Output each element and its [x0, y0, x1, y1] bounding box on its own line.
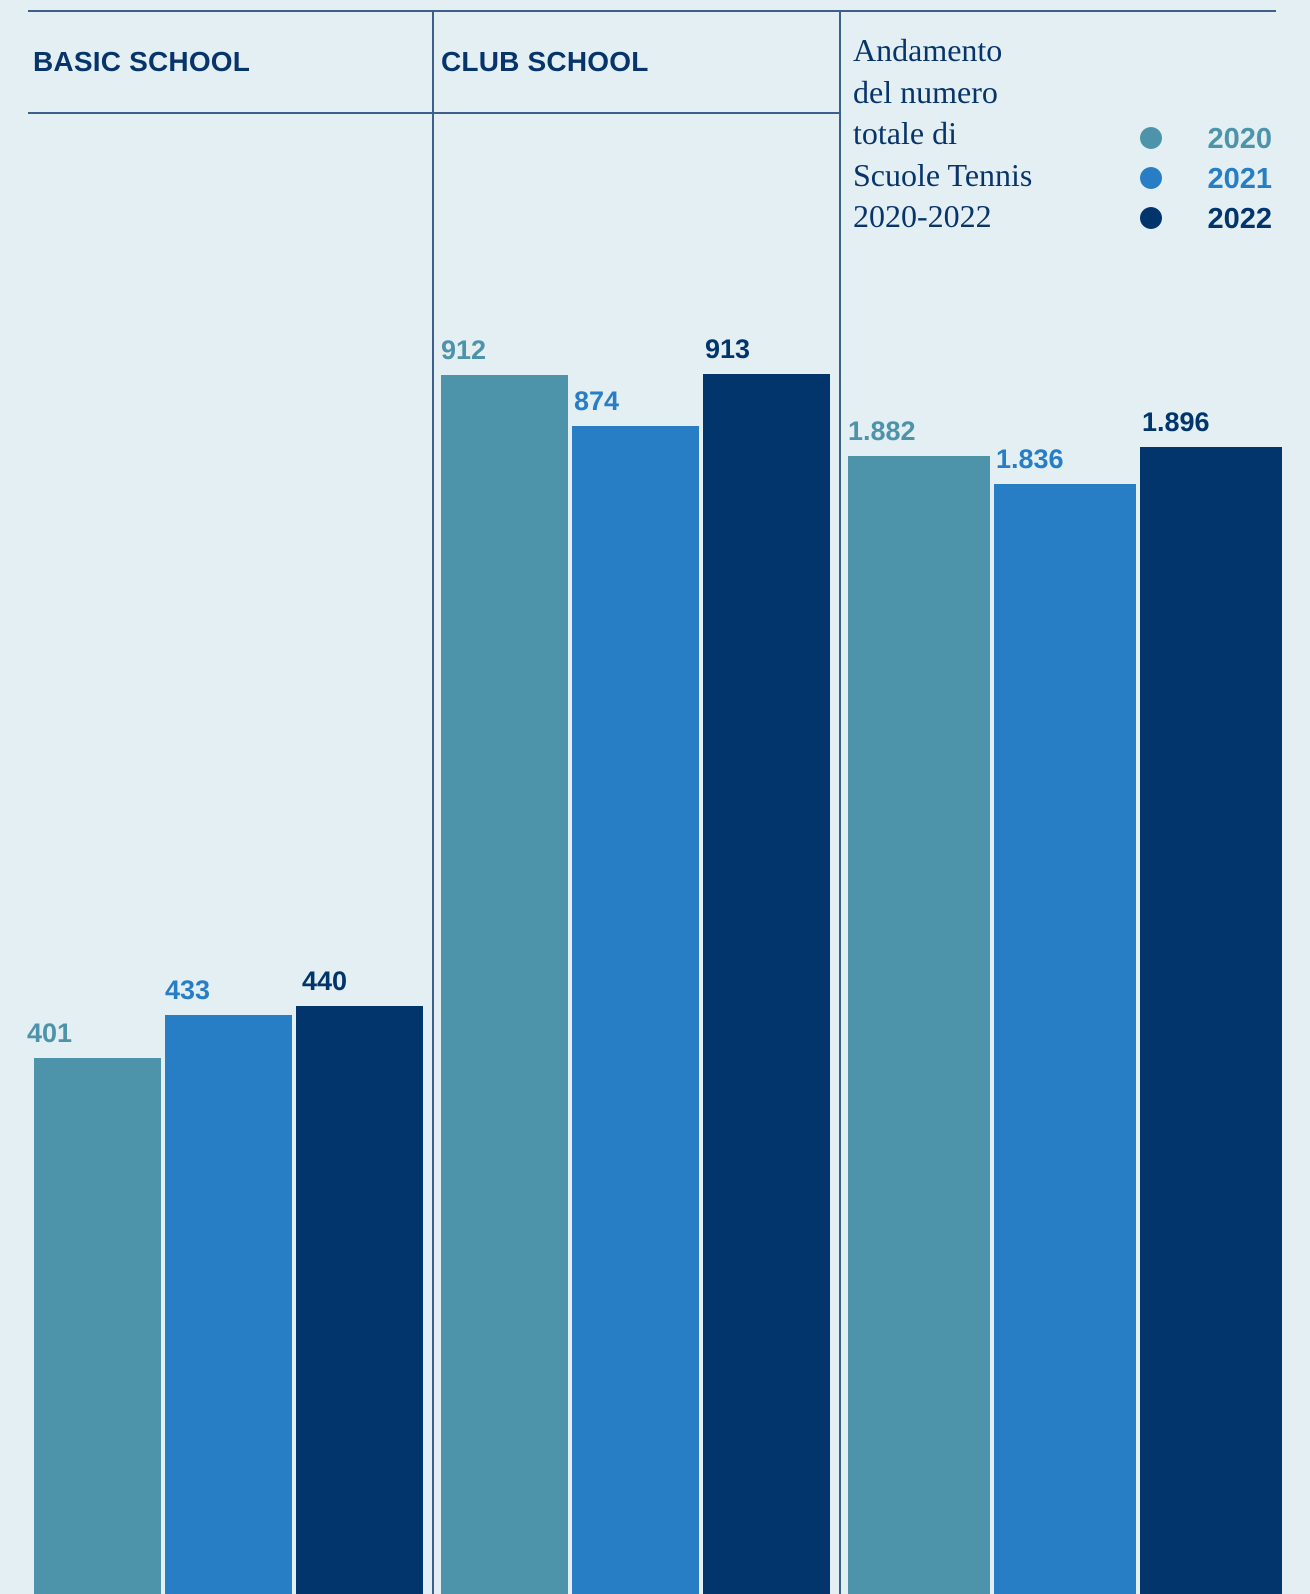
total-title: Andamento del numero totale di Scuole Te… [853, 30, 1083, 238]
data-label-2020: 1.882 [848, 415, 916, 446]
total-title-line: totale di [853, 115, 957, 151]
legend-label: 2021 [1207, 163, 1272, 195]
data-label-2020: 401 [27, 1017, 73, 1048]
legend-label: 2022 [1207, 203, 1272, 235]
basic-school-title: BASIC SCHOOL [33, 46, 251, 77]
bar-2020 [34, 1057, 161, 1594]
legend-item-2021: 2021 [1112, 160, 1272, 200]
bar-2020 [441, 374, 568, 1594]
divider-basic-club [432, 10, 434, 1594]
divider-club-total [839, 10, 841, 1594]
bar-2021 [994, 483, 1136, 1594]
legend-item-2020: 2020 [1112, 120, 1272, 160]
top-rule [28, 10, 1276, 12]
bar-2022 [296, 1005, 423, 1594]
legend-dot-icon [1140, 127, 1162, 149]
data-label-2021: 1.836 [996, 443, 1064, 474]
legend-dot-icon [1140, 167, 1162, 189]
data-label-2021: 433 [165, 975, 211, 1006]
data-label-2022: 1.896 [1142, 407, 1210, 438]
bar-2021 [572, 425, 699, 1594]
legend-item-2022: 2022 [1112, 200, 1272, 240]
total-title-line: Scuole Tennis [853, 156, 1033, 193]
total-title-line: Andamento [853, 32, 1003, 68]
legend: 2020 2021 2022 [1112, 120, 1272, 240]
legend-dot-icon [1140, 207, 1162, 229]
data-label-2022: 440 [302, 965, 348, 996]
club-school-title: CLUB SCHOOL [441, 46, 649, 77]
bar-2022 [1140, 447, 1282, 1594]
legend-label: 2020 [1207, 123, 1272, 155]
bar-2021 [165, 1015, 292, 1594]
bar-2022 [703, 373, 830, 1594]
total-title-line: 2020-2022 [853, 198, 992, 234]
data-label-2021: 874 [574, 385, 620, 416]
data-label-2022: 913 [705, 333, 751, 364]
total-title-line: del numero [853, 73, 998, 110]
data-label-2020: 912 [441, 334, 487, 365]
bar-2020 [848, 455, 990, 1594]
header-rule [28, 112, 839, 114]
